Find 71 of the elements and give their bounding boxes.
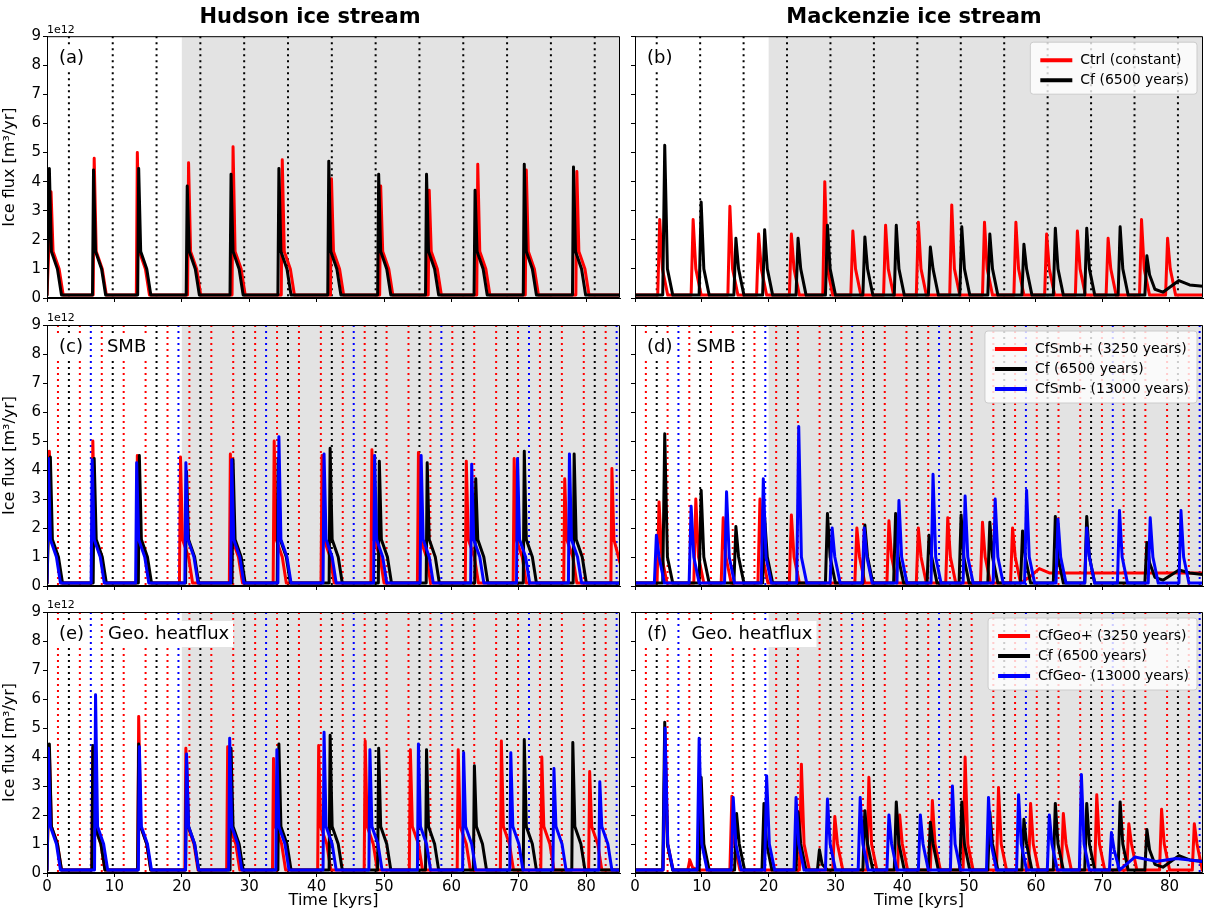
x-tick-label: 30 [825,876,846,895]
text: 1e12 [47,22,75,36]
chart-title: Hudson ice stream [199,4,421,29]
legend-label: Cf (6500 years) [1080,70,1189,87]
legend-label: CfGeo- (13000 years) [1038,666,1190,683]
x-tick-label: 40 [892,876,912,895]
x-tick-label: 20 [759,876,779,895]
y-tick-label: 1 [31,833,41,852]
y-tick-label: 8 [31,630,41,649]
y-tick-label: 1 [31,546,41,565]
legend-label: CfSmb+ (3250 years) [1034,339,1187,356]
annotation: (e) [59,621,85,643]
y-tick-label: 6 [31,113,41,132]
y-tick-label: 9 [31,26,41,45]
x-tick-label: 10 [104,876,124,895]
annotation: SMB [106,334,147,356]
annotation: Geo. heatflux [108,621,230,643]
y-tick-label: 4 [31,746,41,765]
y-tick-label: 2 [31,804,41,823]
x-tick-label: 20 [172,876,192,895]
y-tick-label: 7 [31,372,41,391]
chart-title: Mackenzie ice stream [786,4,1042,29]
y-tick-label: 0 [31,862,41,881]
legend-label: CfGeo+ (3250 years) [1038,626,1187,643]
y-tick-label: 5 [31,430,41,449]
x-tick-label: 30 [239,876,259,895]
y-tick-label: 2 [31,229,41,248]
y-tick-label: 3 [31,775,41,794]
y-tick-label: 8 [31,55,41,74]
annotation: (d) [647,334,673,356]
x-tick-label: 40 [307,876,327,895]
y-tick-label: 4 [31,171,41,190]
y-tick-label: 0 [31,287,41,306]
x-tick-label: 60 [1026,876,1046,895]
legend-label: Ctrl (constant) [1080,50,1182,67]
legend-label: CfSmb- (13000 years) [1034,379,1190,396]
x-tick-label: 70 [1093,876,1113,895]
x-tick-label: 70 [509,876,529,895]
y-tick-label: 5 [31,717,41,736]
x-tick-label: 10 [692,876,712,895]
x-tick-label: 80 [576,876,596,895]
text: 1e12 [47,311,75,325]
y-tick-label: 4 [31,459,41,478]
y-axis-title: Ice flux [m³/yr] [0,107,18,227]
annotation: (c) [59,334,83,356]
x-tick-label: 60 [441,876,462,895]
y-tick-label: 6 [31,401,41,420]
y-tick-label: 7 [31,659,41,678]
legend-label: Cf (6500 years) [1034,359,1144,376]
annotation: (f) [647,621,668,643]
y-axis-title: Ice flux [m³/yr] [0,682,18,803]
y-tick-label: 3 [31,200,41,219]
y-tick-label: 2 [31,517,41,536]
y-tick-label: 1 [31,258,41,277]
annotation: Geo. heatflux [691,621,813,643]
y-axis-title: Ice flux [m³/yr] [0,395,18,516]
x-tick-label: 80 [1160,876,1180,895]
y-tick-label: 3 [31,488,41,507]
y-tick-label: 7 [31,84,41,103]
y-tick-label: 9 [31,314,41,333]
y-tick-label: 6 [31,688,41,707]
x-tick-label: 0 [630,876,640,895]
y-tick-label: 0 [31,575,41,594]
y-tick-label: 8 [31,343,41,362]
annotation: (b) [647,45,673,67]
y-tick-label: 5 [31,142,41,161]
legend-label: Cf (6500 years) [1038,646,1147,663]
y-tick-label: 9 [31,601,41,620]
text: 1e12 [47,598,75,612]
annotation: (a) [59,45,85,67]
annotation: SMB [696,334,736,356]
